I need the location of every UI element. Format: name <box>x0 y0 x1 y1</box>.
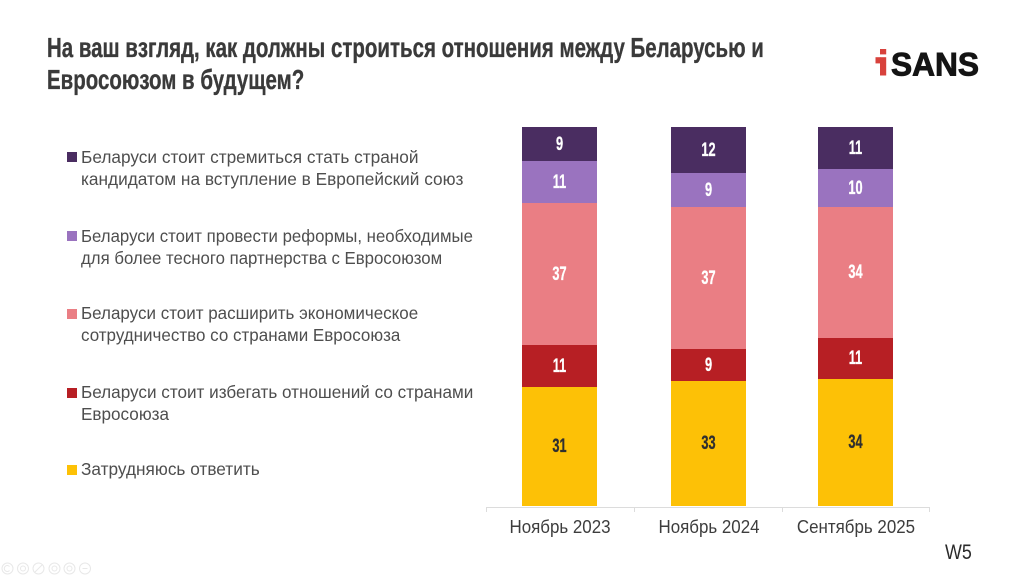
svg-text:SANS: SANS <box>891 47 979 83</box>
